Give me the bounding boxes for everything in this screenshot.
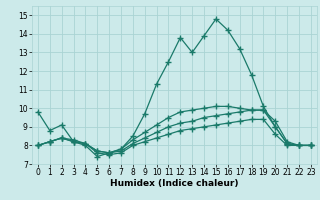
X-axis label: Humidex (Indice chaleur): Humidex (Indice chaleur) [110,179,239,188]
